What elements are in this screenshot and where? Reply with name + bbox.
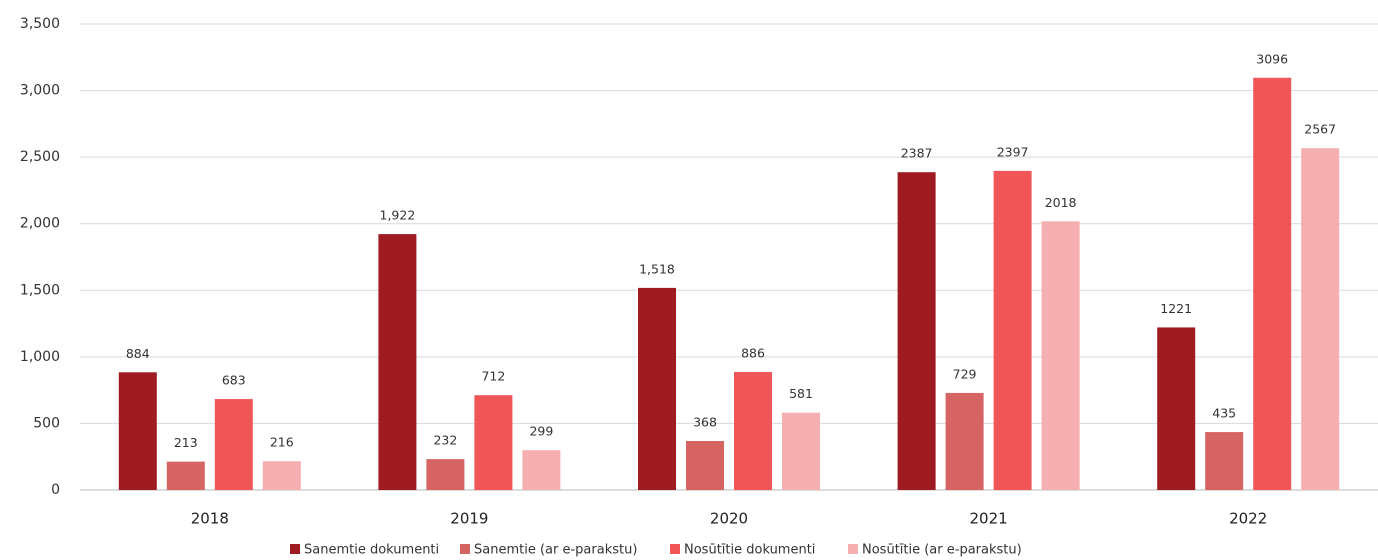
data-label: 3096 (1256, 51, 1288, 66)
bar (638, 287, 676, 490)
data-label: 213 (174, 435, 198, 450)
data-label: 2397 (997, 144, 1029, 159)
data-label: 1,922 (380, 208, 416, 223)
y-tick-label: 1,500 (20, 282, 60, 298)
data-label: 581 (789, 386, 813, 401)
x-tick-label: 2019 (450, 510, 488, 528)
bar (118, 372, 157, 490)
data-label: 435 (1212, 406, 1236, 421)
bar (782, 412, 820, 490)
y-tick-label: 0 (51, 482, 60, 498)
bar (262, 461, 301, 490)
y-tick-label: 500 (33, 415, 60, 431)
data-label: 2387 (901, 146, 933, 161)
bar (1301, 148, 1340, 490)
bar (522, 450, 561, 490)
bar (474, 395, 513, 490)
data-label: 884 (126, 346, 150, 361)
data-label: 299 (529, 424, 553, 439)
legend-label: Sanemtie (ar e-parakstu) (474, 543, 637, 558)
y-tick-label: 2,500 (20, 149, 60, 165)
bar (426, 459, 465, 490)
y-tick-label: 1,000 (20, 349, 60, 365)
legend-swatch (670, 544, 680, 554)
bar (945, 392, 984, 490)
bar (686, 441, 724, 490)
data-label: 886 (741, 346, 765, 361)
data-label: 2018 (1045, 195, 1077, 210)
y-tick-label: 3,000 (20, 83, 60, 99)
y-tick-label: 2,000 (20, 216, 60, 232)
legend-label: Sanemtie dokumenti (304, 543, 439, 558)
y-tick-label: 3,500 (20, 16, 60, 32)
bar (214, 399, 253, 490)
legend-label: Nosūtītie (ar e-parakstu) (862, 543, 1022, 558)
bar (1253, 77, 1292, 491)
bar (897, 172, 936, 491)
bar (1041, 221, 1080, 490)
x-tick-label: 2022 (1229, 510, 1267, 528)
data-label: 216 (270, 435, 294, 450)
data-label: 232 (433, 433, 457, 448)
legend-swatch (290, 544, 300, 554)
data-label: 1,518 (639, 261, 675, 276)
x-tick-label: 2021 (970, 510, 1008, 528)
data-label: 2567 (1304, 122, 1336, 137)
data-label: 683 (222, 373, 246, 388)
data-label: 368 (693, 415, 717, 430)
data-label: 712 (481, 369, 505, 384)
x-tick-label: 2020 (710, 510, 748, 528)
bar (734, 372, 772, 490)
bar (166, 461, 205, 490)
bar (1205, 432, 1244, 490)
bar (1157, 327, 1196, 490)
x-tick-label: 2018 (191, 510, 229, 528)
legend-swatch (848, 544, 858, 554)
data-label: 1221 (1160, 301, 1192, 316)
legend-label: Nosūtītie dokumenti (684, 543, 815, 558)
bar (993, 170, 1032, 490)
data-label: 729 (953, 366, 977, 381)
bar (378, 234, 417, 490)
legend-swatch (460, 544, 470, 554)
